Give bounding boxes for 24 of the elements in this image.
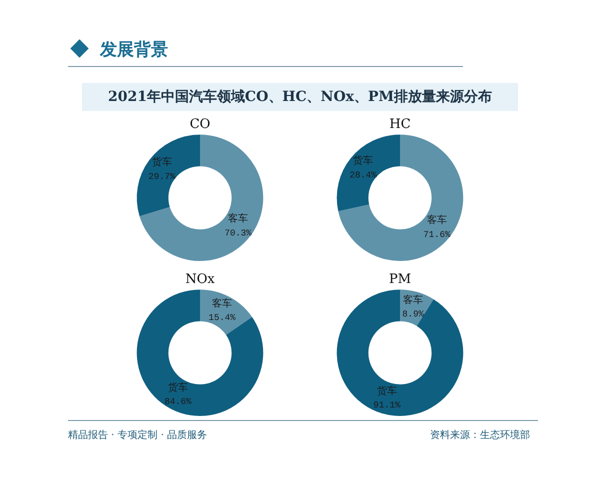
chart-title: PM — [388, 272, 412, 288]
chart-title: NOx — [185, 272, 216, 288]
slice-label: 货车 — [353, 154, 374, 167]
slice-label: 货车 — [152, 156, 172, 168]
data-label: 28.4% — [350, 170, 378, 180]
data-label: 91.1% — [373, 400, 402, 411]
text: 2021年中国汽车领域CO、HC、NOx、PM排放量来源分布 — [82, 83, 518, 111]
slice-label: 客车 — [403, 294, 424, 306]
chart-title: CO — [190, 117, 210, 132]
data-label: 84.6% — [164, 397, 192, 408]
text: 资料来源：生态环境部 — [430, 428, 530, 442]
slice-label: 客车 — [228, 212, 248, 225]
slice-label: 客车 — [212, 297, 232, 310]
text: 发展背景 — [100, 39, 168, 61]
data-label: 15.4% — [208, 313, 236, 324]
data-label: 8.9% — [402, 310, 424, 320]
chart-title: HC — [389, 117, 411, 132]
slice-label: 货车 — [168, 381, 188, 394]
data-label: 70.3% — [224, 228, 252, 238]
slice-label: 货车 — [376, 384, 397, 397]
data-label: 29.7% — [148, 172, 176, 182]
data-label: 71.6% — [423, 230, 451, 240]
text: 精品报告 · 专项定制 · 品质服务 — [68, 428, 208, 442]
slice-label: 客车 — [426, 214, 447, 226]
